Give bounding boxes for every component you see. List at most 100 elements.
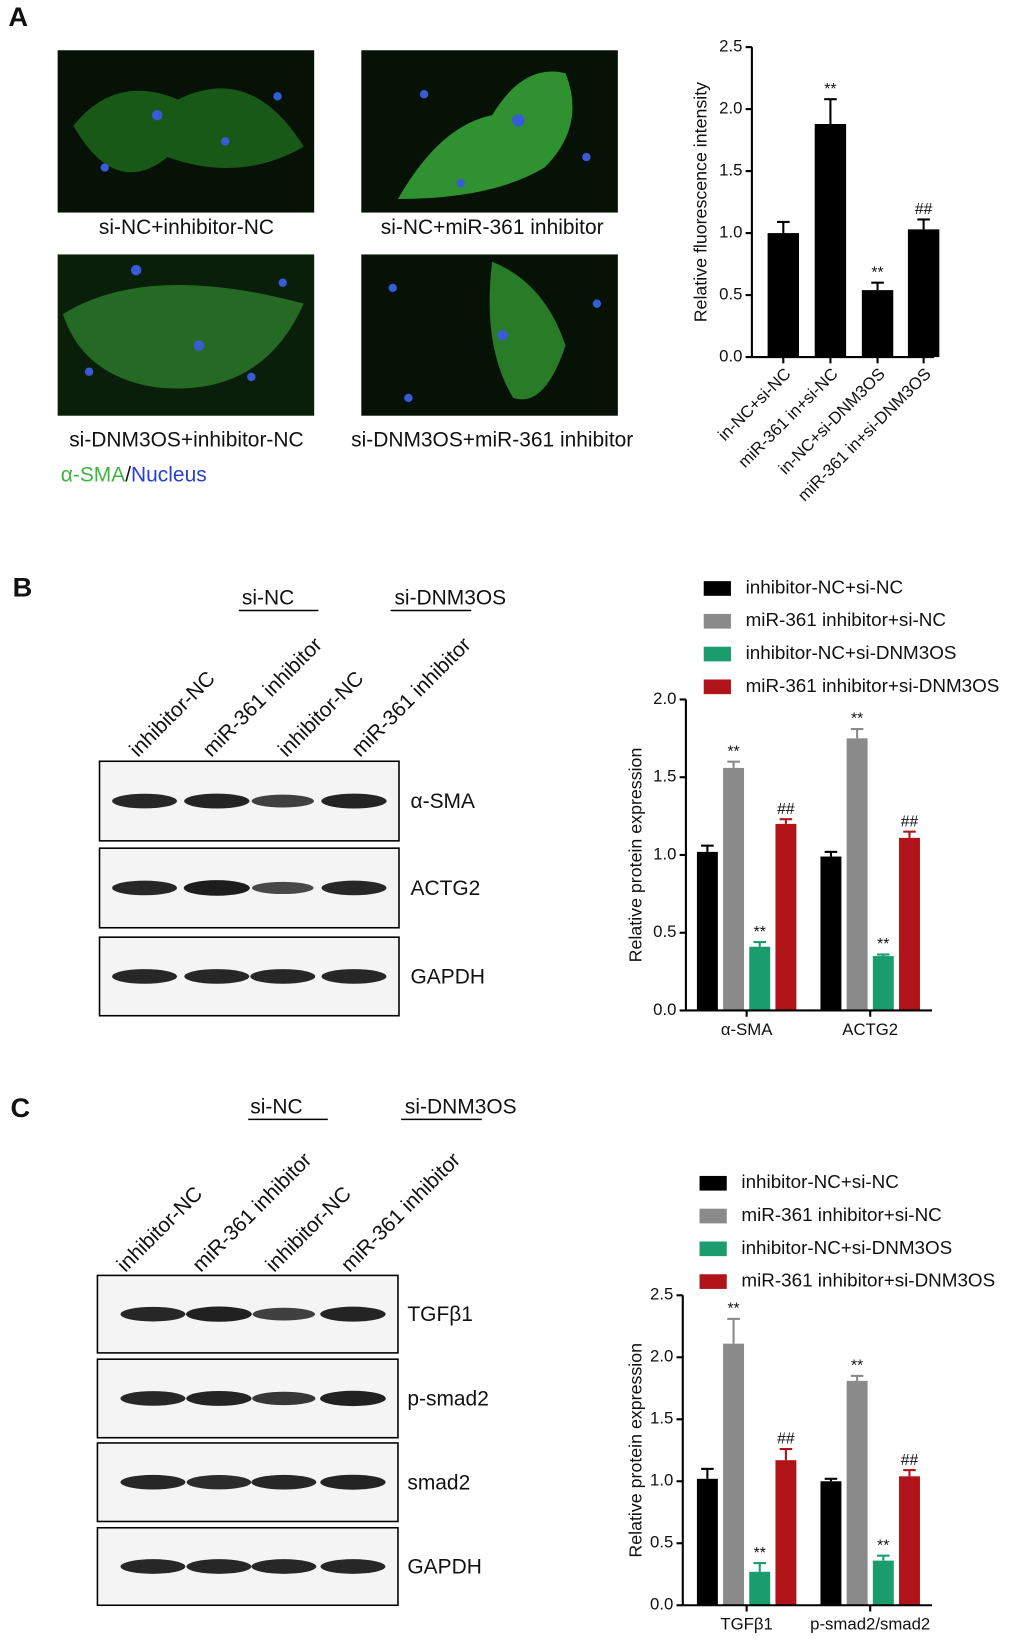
row-label: GAPDH bbox=[407, 1556, 481, 1579]
significance-label: ## bbox=[901, 1452, 919, 1469]
blot-band bbox=[184, 969, 250, 984]
significance-label: ## bbox=[777, 801, 795, 818]
y-tick-label: 0.0 bbox=[719, 346, 742, 365]
bar bbox=[846, 1380, 868, 1606]
significance-label: ## bbox=[777, 1431, 795, 1448]
y-tick-label: 1.5 bbox=[653, 767, 676, 786]
legend-label: inhibitor-NC+si-NC bbox=[746, 576, 903, 597]
blot-band bbox=[251, 794, 314, 808]
bar bbox=[861, 290, 894, 358]
significance-label: ** bbox=[824, 81, 836, 98]
y-tick-label: 0.0 bbox=[653, 1000, 676, 1019]
micrograph bbox=[57, 254, 315, 416]
blot-band bbox=[112, 793, 178, 809]
legend: inhibitor-NC+si-NC miR-361 inhibitor+si-N… bbox=[703, 576, 999, 696]
legend: inhibitor-NC+si-NC miR-361 inhibitor+si-N… bbox=[699, 1171, 995, 1291]
lane-label: miR-361 inhibitor bbox=[337, 1148, 465, 1276]
significance-label: ** bbox=[871, 264, 883, 281]
chart: ** ** ## TGFβ1 ** ** ## p-smad2/smad2 inhibitor-… bbox=[625, 1171, 995, 1633]
y-tick-label: 1.0 bbox=[653, 844, 676, 863]
legend-swatch bbox=[699, 1274, 727, 1289]
panel-label: A bbox=[8, 1, 28, 32]
blot-band bbox=[252, 1391, 316, 1406]
bar bbox=[767, 233, 800, 358]
y-axis-label: Relative fluorescence intensity bbox=[690, 82, 710, 322]
blot-band bbox=[252, 1307, 316, 1321]
legend-label: miR-361 inhibitor+si-DNM3OS bbox=[741, 1270, 995, 1291]
blot-band bbox=[184, 793, 250, 809]
row-label: α-SMA bbox=[411, 790, 475, 813]
bar bbox=[907, 229, 940, 358]
blot-band bbox=[251, 881, 314, 895]
legend-label: miR-361 inhibitor+si-NC bbox=[746, 609, 946, 630]
micrograph bbox=[361, 50, 618, 213]
group-label: si-NC bbox=[242, 586, 294, 609]
panel-label: C bbox=[11, 1092, 31, 1123]
micrograph bbox=[57, 50, 315, 213]
bar bbox=[696, 1478, 718, 1606]
significance-label: ** bbox=[877, 936, 889, 953]
chart: in-NC+si-NC**miR-361 in+si-NC**in-NC+si-… bbox=[690, 37, 940, 505]
blot-band bbox=[251, 1559, 317, 1574]
row-label: p-smad2 bbox=[407, 1388, 488, 1411]
bar bbox=[723, 1343, 745, 1606]
y-tick-label: 2.0 bbox=[719, 99, 742, 118]
x-tick-label: TGFβ1 bbox=[720, 1615, 772, 1634]
legend-label: inhibitor-NC+si-DNM3OS bbox=[741, 1237, 952, 1258]
stain-green: α-SMA bbox=[61, 463, 125, 486]
lane-label: miR-361 inhibitor bbox=[188, 1148, 316, 1276]
image-caption: si-DNM3OS+inhibitor-NC bbox=[69, 428, 303, 451]
y-tick-label: 1.0 bbox=[650, 1471, 673, 1490]
significance-label: ** bbox=[727, 1301, 739, 1318]
significance-label: ** bbox=[727, 743, 739, 760]
significance-label: ** bbox=[851, 1358, 863, 1375]
x-tick-label: ACTG2 bbox=[842, 1020, 898, 1039]
legend-swatch bbox=[703, 679, 731, 695]
y-tick-label: 0.5 bbox=[653, 922, 676, 941]
blot-band bbox=[320, 1390, 386, 1407]
row-label: GAPDH bbox=[411, 966, 485, 989]
y-tick-label: 0.0 bbox=[650, 1595, 673, 1614]
group-label: si-DNM3OS bbox=[405, 1095, 517, 1118]
bar bbox=[696, 851, 718, 1011]
significance-label: ** bbox=[754, 924, 766, 941]
y-tick-label: 0.5 bbox=[719, 285, 742, 304]
bar bbox=[775, 823, 797, 1011]
y-tick-label: 2.0 bbox=[653, 689, 676, 708]
stain-blue: Nucleus bbox=[131, 463, 207, 486]
micrographs bbox=[57, 50, 618, 416]
y-axis-label: Relative protein expression bbox=[625, 748, 645, 963]
row-label: TGFβ1 bbox=[407, 1303, 473, 1326]
stain-sep: / bbox=[125, 463, 131, 486]
blot-band bbox=[120, 1559, 186, 1574]
significance-label: ## bbox=[915, 201, 933, 218]
bar bbox=[749, 1571, 771, 1606]
blot-band bbox=[120, 1391, 186, 1406]
legend-swatch bbox=[703, 581, 731, 596]
y-tick-label: 2.5 bbox=[719, 37, 742, 56]
blot-band bbox=[321, 969, 387, 984]
micrograph bbox=[361, 254, 618, 416]
y-axis-label: Relative protein expression bbox=[625, 1343, 645, 1558]
blot-band bbox=[320, 1474, 386, 1490]
lane-label: miR-361 inhibitor bbox=[347, 633, 475, 761]
legend-swatch bbox=[699, 1175, 727, 1191]
blot-band bbox=[186, 1306, 252, 1322]
row-label: ACTG2 bbox=[411, 877, 481, 900]
legend-swatch bbox=[699, 1241, 727, 1257]
significance-label: ** bbox=[851, 711, 863, 728]
y-tick-label: 2.5 bbox=[650, 1285, 673, 1304]
bar bbox=[846, 738, 868, 1011]
panel-label: B bbox=[13, 572, 33, 603]
x-tick-label: p-smad2/smad2 bbox=[810, 1615, 930, 1634]
significance-label: ## bbox=[901, 813, 919, 830]
y-tick-label: 0.5 bbox=[650, 1533, 673, 1552]
blot-band bbox=[320, 1559, 386, 1574]
blot-band bbox=[251, 1474, 317, 1490]
bar bbox=[820, 856, 842, 1011]
legend-label: inhibitor-NC+si-DNM3OS bbox=[746, 642, 957, 663]
row-label: smad2 bbox=[407, 1471, 470, 1494]
